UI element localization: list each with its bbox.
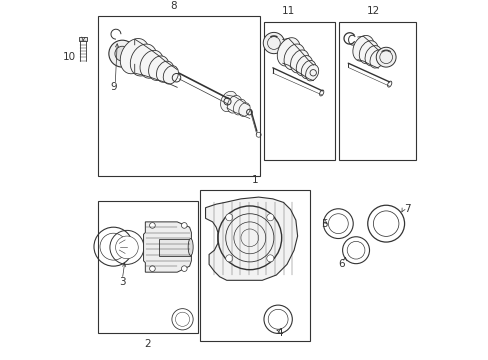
Bar bbox=[159, 239, 190, 256]
Text: 1: 1 bbox=[251, 175, 258, 185]
Circle shape bbox=[266, 255, 273, 262]
Text: 11: 11 bbox=[282, 6, 295, 17]
Ellipse shape bbox=[148, 56, 169, 80]
Circle shape bbox=[268, 309, 287, 329]
Bar bbox=[200, 190, 309, 341]
Ellipse shape bbox=[352, 35, 373, 61]
Text: 3: 3 bbox=[119, 277, 125, 287]
Polygon shape bbox=[143, 222, 191, 272]
Circle shape bbox=[109, 40, 136, 67]
Ellipse shape bbox=[296, 55, 312, 76]
Bar bbox=[79, 37, 87, 41]
Ellipse shape bbox=[365, 46, 381, 66]
Bar bbox=[264, 22, 334, 160]
Ellipse shape bbox=[277, 38, 300, 66]
Ellipse shape bbox=[188, 239, 193, 256]
Bar bbox=[339, 22, 415, 160]
Ellipse shape bbox=[369, 50, 384, 68]
Circle shape bbox=[373, 211, 398, 237]
Circle shape bbox=[149, 222, 155, 228]
Ellipse shape bbox=[163, 66, 178, 84]
Polygon shape bbox=[205, 197, 297, 280]
Ellipse shape bbox=[233, 99, 246, 115]
Text: 8: 8 bbox=[170, 1, 177, 11]
Bar bbox=[97, 17, 260, 176]
Ellipse shape bbox=[284, 44, 304, 70]
Text: 10: 10 bbox=[63, 52, 76, 62]
Circle shape bbox=[149, 266, 155, 271]
Text: 12: 12 bbox=[366, 6, 380, 17]
Circle shape bbox=[266, 214, 273, 221]
Bar bbox=[97, 201, 198, 333]
Ellipse shape bbox=[301, 60, 315, 79]
Ellipse shape bbox=[238, 103, 250, 116]
Text: 2: 2 bbox=[143, 339, 150, 350]
Text: 9: 9 bbox=[110, 82, 117, 92]
Text: 5: 5 bbox=[320, 219, 327, 229]
Circle shape bbox=[181, 222, 187, 228]
Circle shape bbox=[115, 46, 129, 61]
Circle shape bbox=[175, 312, 189, 327]
Text: 4: 4 bbox=[276, 328, 283, 338]
Ellipse shape bbox=[140, 50, 163, 78]
Text: 7: 7 bbox=[403, 204, 410, 215]
Ellipse shape bbox=[130, 44, 157, 76]
Ellipse shape bbox=[220, 91, 237, 112]
Ellipse shape bbox=[290, 50, 308, 73]
Ellipse shape bbox=[227, 95, 242, 113]
Circle shape bbox=[181, 266, 187, 271]
Circle shape bbox=[375, 47, 395, 67]
Ellipse shape bbox=[120, 39, 149, 74]
Circle shape bbox=[225, 214, 232, 221]
Circle shape bbox=[328, 214, 347, 234]
Circle shape bbox=[263, 32, 284, 54]
Circle shape bbox=[225, 255, 232, 262]
Ellipse shape bbox=[359, 41, 378, 64]
Text: 6: 6 bbox=[338, 259, 345, 269]
Circle shape bbox=[115, 236, 138, 259]
Circle shape bbox=[100, 233, 127, 260]
Ellipse shape bbox=[156, 61, 174, 82]
Ellipse shape bbox=[305, 65, 318, 81]
Circle shape bbox=[346, 241, 364, 259]
